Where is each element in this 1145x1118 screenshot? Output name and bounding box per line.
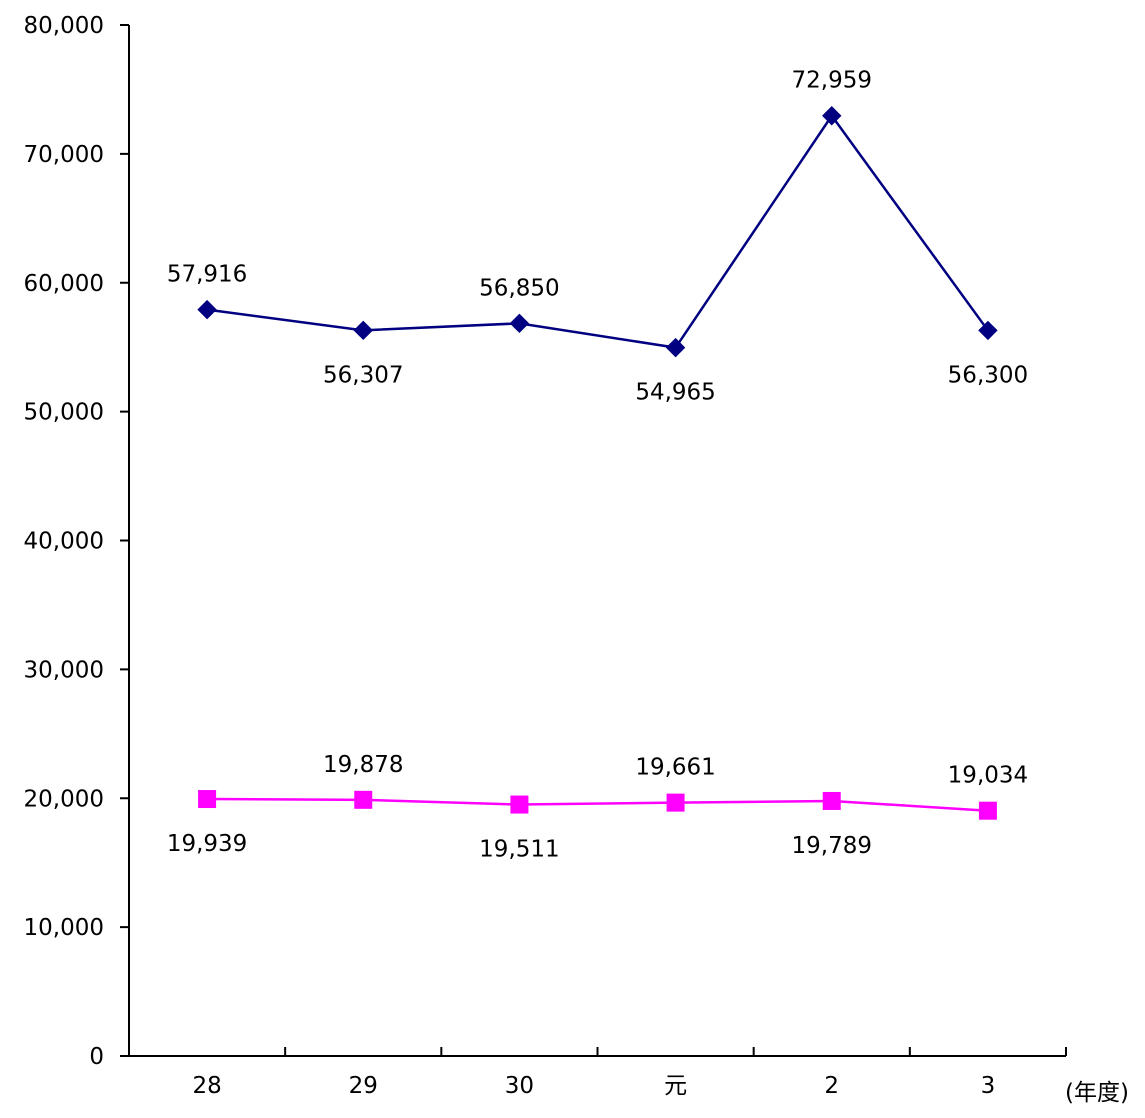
x-tick-label: 3 xyxy=(981,1073,996,1099)
data-label: 57,916 xyxy=(167,262,247,288)
series-1-line xyxy=(206,113,989,349)
square-point xyxy=(354,790,373,809)
y-tick-label: 20,000 xyxy=(24,786,104,812)
y-tick-label: 0 xyxy=(89,1044,104,1070)
y-tick-label: 70,000 xyxy=(24,142,104,168)
x-tick-label: 元 xyxy=(664,1073,687,1099)
x-tick-label: 2 xyxy=(824,1073,839,1099)
x-tick-label: 30 xyxy=(505,1073,534,1099)
data-label: 54,965 xyxy=(635,380,715,406)
axes xyxy=(128,25,1066,1057)
y-tick-label: 40,000 xyxy=(24,529,104,555)
data-label: 19,034 xyxy=(948,763,1028,789)
data-label: 19,511 xyxy=(479,837,559,863)
data-label: 19,939 xyxy=(167,831,247,857)
data-label: 19,789 xyxy=(792,833,872,859)
diamond-point xyxy=(353,320,373,341)
diamond-point xyxy=(197,299,217,320)
square-point xyxy=(198,790,217,809)
x-tick-label: 28 xyxy=(192,1073,221,1099)
square-point xyxy=(978,801,997,820)
y-tick-label: 30,000 xyxy=(24,657,104,683)
x-axis-ticks: 28 29 30 元 2 3 xyxy=(192,1047,1067,1099)
data-label: 19,661 xyxy=(635,755,715,781)
data-label: 56,300 xyxy=(948,362,1028,388)
square-point xyxy=(510,795,529,814)
data-label: 56,307 xyxy=(323,362,403,388)
y-tick-label: 50,000 xyxy=(24,400,104,426)
diamond-point xyxy=(822,106,842,126)
diamond-point xyxy=(509,313,530,334)
y-tick-label: 60,000 xyxy=(24,271,104,297)
series-1 xyxy=(197,106,998,358)
diamond-point xyxy=(978,320,998,341)
y-axis-ticks: 0 10,000 20,000 30,000 40,000 50,000 60,000 70,… xyxy=(24,13,129,1070)
data-label: 72,959 xyxy=(792,68,872,94)
x-tick-label: 29 xyxy=(349,1073,378,1099)
data-labels: 57,916 56,307 56,850 54,965 72,959 56,300 19,9… xyxy=(167,68,1028,863)
y-tick-label: 10,000 xyxy=(24,915,104,941)
data-label: 19,878 xyxy=(323,752,403,778)
series-2 xyxy=(198,790,997,820)
square-point xyxy=(666,793,685,812)
y-tick-label: 80,000 xyxy=(24,13,104,39)
series-group xyxy=(197,106,998,820)
data-label: 56,850 xyxy=(479,275,559,301)
series-2-line xyxy=(207,797,988,812)
square-point xyxy=(822,791,841,810)
x-axis-unit-label: (年度) xyxy=(1065,1080,1129,1106)
diamond-point xyxy=(665,337,686,358)
